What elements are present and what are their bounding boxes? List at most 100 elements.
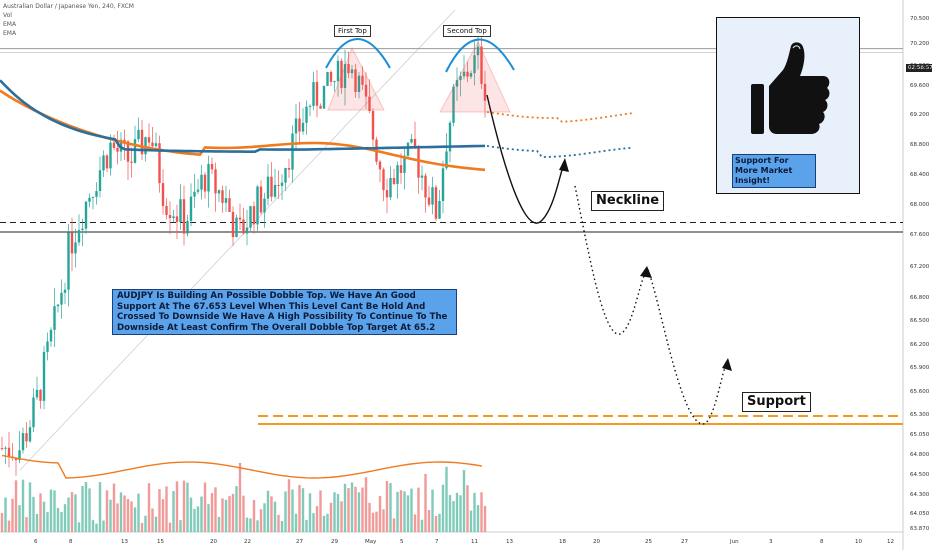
volume-bar [151,508,154,532]
candle-body [4,447,7,449]
y-tick-label: 70.500 [910,16,930,22]
volume-bar [294,513,298,532]
y-tick-label: 69.200 [910,112,930,118]
candle-body [42,351,46,401]
candle-body [420,175,424,178]
first-top-arc [325,38,391,69]
x-tick-label: 3 [769,539,773,545]
candle-body [473,55,476,74]
volume-bar [4,497,7,532]
volume-bar [116,503,119,532]
volume-bar [336,494,340,532]
candle-body [147,137,151,143]
candle-body [84,201,88,229]
candle-body [424,175,427,198]
volume-bar [46,512,49,532]
candle-body [137,129,140,140]
candle-body [186,220,189,234]
candle-body [168,215,172,219]
x-tick-label: 11 [471,539,478,545]
volume-bar [441,484,445,532]
volume-bar [329,502,333,532]
x-tick-label: 10 [855,539,862,545]
candle-body [105,155,109,169]
candle-body [74,242,77,254]
volume-bar [455,492,459,532]
candle-body [399,165,403,173]
projection-arrowhead-3 [722,358,732,371]
candle-body [210,164,214,170]
volume-bar [298,484,301,532]
candle-body [427,197,431,205]
candle-body [483,83,487,101]
candle-body [56,304,60,307]
candle-body [469,73,473,77]
candle-body [161,183,165,206]
volume-bar [291,489,294,532]
volume-bar [119,492,123,532]
volume-bar [81,486,84,532]
volume-ema-line [1,454,483,479]
volume-bar [424,473,427,532]
volume-bar [473,492,476,532]
candle-body [91,196,95,198]
volume-bar [182,480,186,532]
candle-body [252,206,256,225]
candle-body [259,186,263,213]
candle-body [448,122,452,152]
candle-body [382,169,385,191]
volume-bar [308,493,312,532]
volume-bar [203,482,207,532]
x-tick-label: 13 [121,539,128,545]
volume-bar [224,499,228,532]
candle-body [182,199,186,234]
candle-body [116,147,119,152]
candle-body [242,219,245,234]
candle-body [200,174,203,190]
candle-body [480,46,483,84]
volume-bar [105,490,109,532]
x-tick-label: 29 [331,539,338,545]
candle-body [347,63,350,74]
candle-body [410,138,413,143]
volume-bar [42,501,46,532]
vol-indicator-label[interactable]: Vol [3,12,12,19]
candle-body [228,198,231,212]
candle-body [193,191,196,197]
candle-body [392,177,396,184]
projection-arrowhead-2 [640,266,652,278]
x-tick-label: 27 [681,539,688,545]
volume-bar [396,491,399,532]
candle-body [371,111,375,140]
candle-body [28,427,32,442]
volume-bar [438,513,441,532]
candle-body [396,165,399,184]
volume-bar [77,522,81,532]
volume-bar [480,492,483,532]
x-tick-label: 25 [645,539,652,545]
volume-bar [193,508,196,532]
candle-body [98,170,102,192]
candle-body [434,187,438,219]
volume-bar [18,505,21,532]
volume-bar [84,482,88,532]
candle-body [249,206,252,228]
ema-slow-label[interactable]: EMA [3,30,17,37]
y-tick-label: 65.050 [910,432,930,438]
candle-body [462,71,466,77]
candle-body [25,433,28,442]
ema-fast-label[interactable]: EMA [3,21,17,28]
volume-bar [63,504,67,532]
volume-bar [368,502,371,532]
candle-body [231,211,235,238]
volume-bar [130,501,133,532]
volume-bar [147,483,151,532]
volume-bar [252,500,256,532]
y-tick-label: 65.600 [910,389,930,395]
candle-body [18,450,21,461]
x-tick-label: 15 [157,539,164,545]
candle-body [102,155,105,171]
volume-bar [189,497,193,532]
